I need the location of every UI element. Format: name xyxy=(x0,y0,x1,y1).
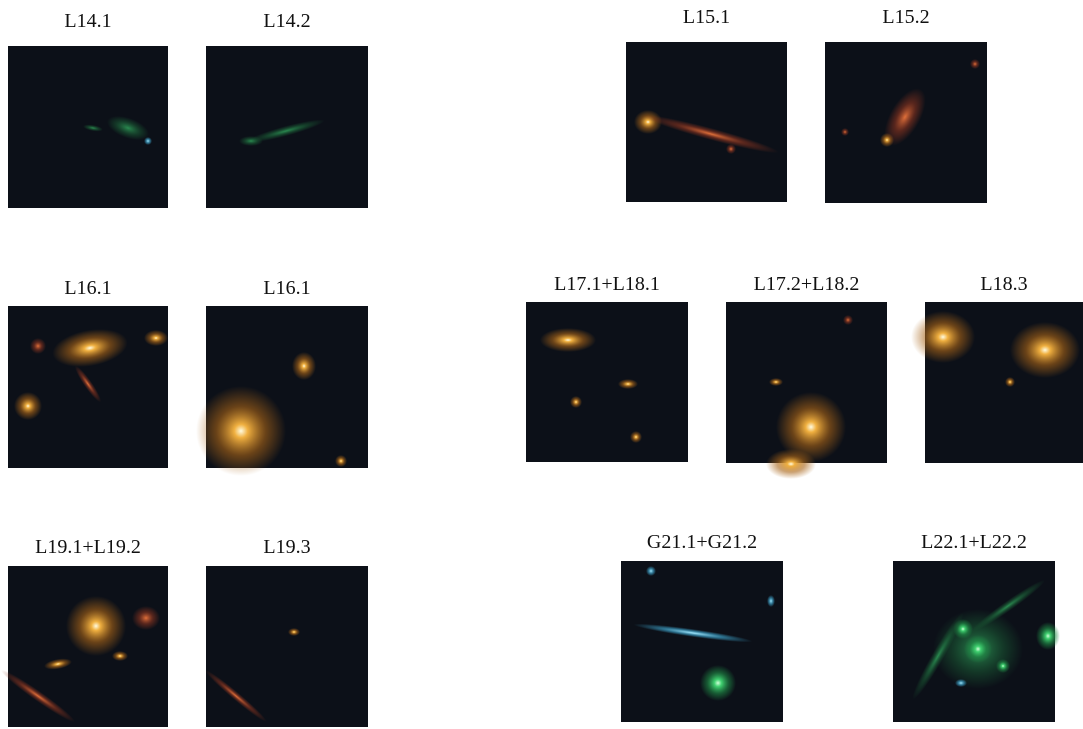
panel-background xyxy=(526,302,688,462)
panel-label: L17.2+L18.2 xyxy=(754,273,860,295)
source-blob xyxy=(843,315,853,325)
panel-label: L18.3 xyxy=(980,273,1027,295)
source-blob xyxy=(955,679,967,687)
source-blob xyxy=(540,328,596,352)
image-panel xyxy=(893,561,1060,722)
source-blob xyxy=(618,379,638,389)
panel-background xyxy=(621,561,783,722)
source-blob xyxy=(766,449,816,479)
source-blob xyxy=(1005,377,1015,387)
panel-label: L17.1+L18.1 xyxy=(554,273,660,295)
panel-label: L14.1 xyxy=(64,10,111,32)
source-blob xyxy=(570,396,582,408)
image-panel xyxy=(621,561,783,722)
source-blob xyxy=(144,137,152,145)
source-blob xyxy=(643,114,779,154)
source-blob xyxy=(247,119,325,143)
source-blob xyxy=(1036,622,1060,650)
source-blob xyxy=(633,623,753,643)
panel-label: L15.1 xyxy=(683,6,730,28)
source-blob xyxy=(911,311,975,363)
source-blob xyxy=(776,392,846,462)
source-blob xyxy=(288,628,300,636)
panel-label: L15.2 xyxy=(882,6,929,28)
panel-background xyxy=(206,566,368,727)
source-blob xyxy=(1010,322,1080,378)
image-panel xyxy=(825,42,987,203)
panel-label: L16.1 xyxy=(263,277,310,299)
source-blob xyxy=(841,128,849,136)
source-blob xyxy=(769,378,783,386)
source-blob xyxy=(700,665,736,701)
panel-label: G21.1+G21.2 xyxy=(647,531,757,553)
source-blob xyxy=(912,612,964,700)
source-blob xyxy=(646,566,656,576)
source-blob xyxy=(996,659,1010,673)
source-blob xyxy=(630,431,642,443)
panel-label: L19.1+L19.2 xyxy=(35,536,141,558)
source-blob xyxy=(767,595,775,607)
source-blob xyxy=(970,59,980,69)
panel-label: L19.3 xyxy=(263,536,310,558)
image-panel xyxy=(1,566,168,727)
source-blob xyxy=(14,392,42,420)
source-blob xyxy=(335,455,347,467)
source-blob xyxy=(205,670,267,722)
source-blob xyxy=(1,669,75,723)
image-panel xyxy=(911,302,1083,463)
panel-label: L14.2 xyxy=(263,10,310,32)
source-blob xyxy=(971,579,1045,633)
source-blob xyxy=(107,115,149,141)
image-panel xyxy=(726,302,887,479)
source-blob xyxy=(884,88,926,146)
source-blob xyxy=(132,606,160,630)
image-panel xyxy=(8,306,168,468)
source-blob xyxy=(44,658,72,670)
source-blob xyxy=(239,136,263,146)
image-panel xyxy=(196,306,368,476)
panel-label: L22.1+L22.2 xyxy=(921,531,1027,553)
image-panel xyxy=(205,566,368,727)
source-blob xyxy=(66,596,126,656)
source-blob xyxy=(30,338,46,354)
panel-label: L16.1 xyxy=(64,277,111,299)
source-blob xyxy=(144,330,168,346)
source-blob xyxy=(196,386,286,476)
source-blob xyxy=(880,133,894,147)
image-panel xyxy=(526,302,688,462)
source-blob xyxy=(112,651,128,661)
source-blob xyxy=(964,635,992,663)
source-blob xyxy=(726,144,736,154)
image-panel xyxy=(8,46,168,208)
source-blob xyxy=(83,124,103,132)
source-blob xyxy=(292,352,316,380)
source-blob xyxy=(52,329,128,367)
source-blob xyxy=(74,365,102,403)
image-panel xyxy=(206,46,368,208)
image-panel xyxy=(626,42,787,202)
